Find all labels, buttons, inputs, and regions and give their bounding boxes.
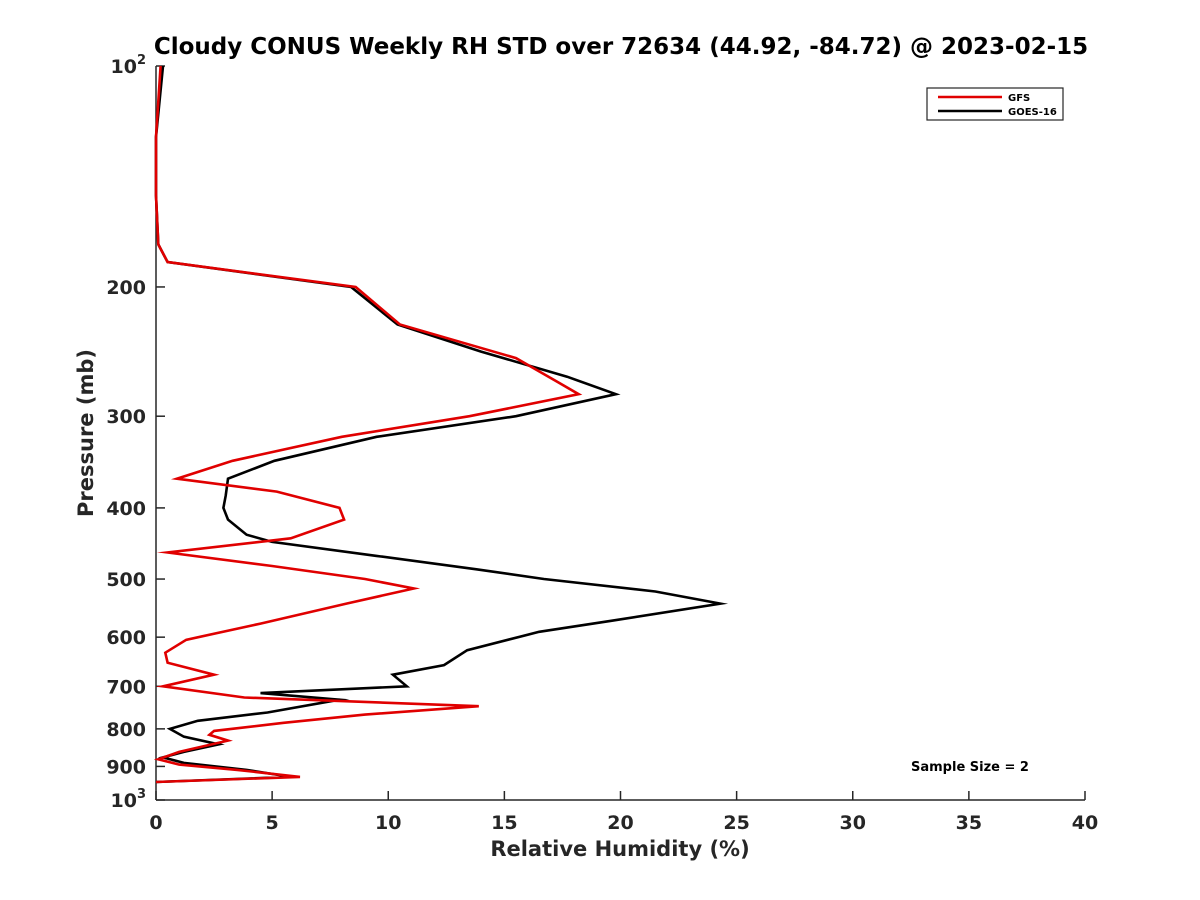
y-tick-label-9: 103 [111, 787, 147, 812]
y-axis-label: Pressure (mb) [74, 349, 98, 517]
x-tick-label-5: 25 [723, 812, 749, 834]
x-axis-label: Relative Humidity (%) [490, 837, 749, 861]
y-tick-label-4: 500 [106, 569, 146, 591]
series-layer [153, 65, 729, 784]
y-tick-label-6: 700 [106, 676, 146, 698]
x-tick-label-7: 35 [956, 812, 982, 834]
legend: GFS GOES-16 [926, 87, 1064, 121]
y-tick-label-8: 900 [106, 756, 146, 778]
y-tick-label-2: 300 [106, 406, 146, 428]
series-line-goes16 [154, 65, 729, 784]
y-tick-label-1: 200 [106, 277, 146, 299]
x-tick-label-2: 10 [375, 812, 401, 834]
x-ticks: 0 5 10 15 20 25 30 35 40 [149, 791, 1098, 834]
legend-box [926, 87, 1064, 121]
y-tick-label-5: 600 [106, 627, 146, 649]
y-tick-label-7: 800 [106, 719, 146, 741]
x-tick-label-6: 30 [840, 812, 866, 834]
sample-size-annotation: Sample Size = 2 [911, 760, 1029, 775]
legend-label-gfs: GFS [1008, 93, 1030, 104]
x-tick-label-0: 0 [149, 812, 162, 834]
x-tick-label-4: 20 [607, 812, 633, 834]
y-ticks: 102 200 300 400 500 600 700 800 900 103 [106, 53, 165, 812]
y-tick-label-3: 400 [106, 498, 146, 520]
legend-label-goes16: GOES-16 [1008, 107, 1057, 118]
x-tick-label-1: 5 [266, 812, 279, 834]
x-tick-label-8: 40 [1072, 812, 1098, 834]
chart-title: Cloudy CONUS Weekly RH STD over 72634 (4… [154, 34, 1088, 60]
x-tick-label-3: 15 [491, 812, 517, 834]
series-line-gfs [153, 65, 583, 784]
y-tick-label-0: 102 [111, 53, 147, 78]
